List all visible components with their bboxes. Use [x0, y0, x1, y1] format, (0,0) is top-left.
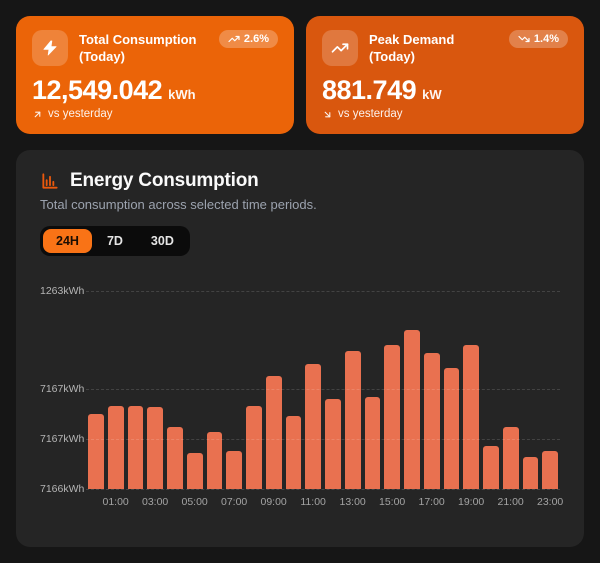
bar-22:00[interactable]	[522, 456, 539, 489]
bar-19:00[interactable]	[463, 345, 479, 489]
badge-value: 2.6%	[243, 33, 269, 45]
chart-header: Energy Consumption	[40, 170, 560, 192]
x-tick-label: 19:00	[457, 496, 485, 508]
card-header: Total Consumption (Today) 2.6%	[32, 30, 278, 66]
trend-badge: 1.4%	[508, 30, 568, 48]
arrow-up-right-icon	[34, 111, 41, 117]
bar-11:00[interactable]	[305, 364, 321, 489]
arrow-down-right-icon	[324, 111, 331, 117]
chart-column-icon	[42, 173, 58, 189]
y-axis-labels: 1263kWh 7167kWh 7167kWh 7166kWh	[40, 285, 86, 495]
bar-15:00[interactable]	[384, 345, 400, 489]
trend-badge: 2.6%	[218, 30, 278, 48]
bar-12:00[interactable]	[325, 398, 341, 489]
y-tick-label: 1263kWh	[40, 285, 85, 297]
y-tick-label: 7167kWh	[40, 432, 85, 445]
x-tick: 23:00	[536, 496, 564, 510]
x-tick-label: 09:00	[260, 496, 287, 508]
chart-subtitle: Total consumption across selected time p…	[40, 197, 317, 212]
bar-21:00[interactable]	[502, 427, 519, 489]
bar-23:00[interactable]	[542, 450, 558, 489]
x-tick: 13:00	[339, 496, 365, 510]
bar-18:00[interactable]	[443, 368, 460, 489]
bar-chart-plot	[86, 291, 560, 490]
value-row: 881.749 kW	[322, 75, 568, 106]
stat-unit: kWh	[168, 87, 196, 102]
x-tick-label: 11:00	[300, 496, 326, 508]
bar-05:00[interactable]	[186, 452, 203, 489]
stat-value: 881.749	[322, 75, 417, 105]
trending-down-icon	[518, 35, 530, 43]
trending-up-icon	[322, 30, 358, 66]
x-tick-label: 13:00	[339, 496, 366, 508]
card-footer: vs yesterday	[32, 108, 278, 120]
tab-7d[interactable]: 7D	[94, 229, 136, 253]
x-tick: 15:00	[378, 496, 406, 510]
bar-08:00[interactable]	[246, 406, 262, 489]
tab-30d[interactable]: 30D	[138, 229, 187, 253]
bar-03:00[interactable]	[147, 407, 163, 489]
x-tick-label: 03:00	[141, 496, 169, 508]
x-tick: 03:00	[141, 496, 169, 510]
x-tick-label: 21:00	[497, 496, 524, 508]
bar-17:00[interactable]	[423, 352, 440, 489]
bar-20:00[interactable]	[483, 446, 499, 489]
bar-04:00[interactable]	[167, 427, 183, 489]
bar-13:00[interactable]	[344, 351, 361, 489]
bar-01:00[interactable]	[107, 406, 124, 489]
y-tick-label: 7167kWh	[40, 383, 85, 395]
card-footer: vs yesterday	[322, 108, 568, 120]
bar-09:00[interactable]	[265, 375, 282, 489]
bar-series	[86, 291, 560, 489]
energy-consumption-card: Energy Consumption Total consumption acr…	[16, 150, 584, 547]
x-tick-label: 17:00	[418, 496, 445, 508]
gridline	[86, 389, 560, 390]
footer-label: vs yesterday	[338, 108, 403, 120]
x-tick-label: 05:00	[181, 496, 208, 508]
stat-cards-row: Total Consumption (Today) 2.6% 12,549.04…	[16, 16, 584, 134]
trending-up-icon	[228, 35, 240, 43]
x-tick: 21:00	[497, 496, 523, 510]
tab-24h[interactable]: 24H	[43, 229, 92, 253]
x-tick: 07:00	[220, 496, 248, 510]
x-tick: 11:00	[300, 496, 326, 510]
x-tick-label: 23:00	[536, 496, 564, 508]
chart-title: Energy Consumption	[70, 170, 259, 191]
card-header: Peak Demand (Today) 1.4%	[322, 30, 568, 66]
badge-value: 1.4%	[533, 33, 559, 45]
x-tick: 05:00	[181, 496, 207, 510]
bar-02:00[interactable]	[127, 406, 144, 489]
time-range-tabs: 24H 7D 30D	[40, 226, 190, 256]
x-tick: 17:00	[418, 496, 444, 510]
stat-value: 12,549.042	[32, 75, 163, 105]
chart-plot-row: 1263kWh 7167kWh 7167kWh 7166kWh	[40, 285, 560, 495]
bar-06:00[interactable]	[206, 431, 223, 489]
gridline	[86, 291, 560, 292]
peak-demand-card: Peak Demand (Today) 1.4% 881.749 kW vs y…	[306, 16, 584, 134]
zap-icon	[32, 30, 68, 66]
bar-07:00[interactable]	[226, 450, 242, 489]
x-tick-label: 07:00	[220, 496, 248, 508]
footer-label: vs yesterday	[48, 108, 113, 120]
bar-10:00[interactable]	[285, 415, 302, 489]
gridline	[86, 489, 560, 490]
value-row: 12,549.042 kWh	[32, 75, 278, 106]
y-tick-label: 7166kWh	[40, 483, 85, 495]
card-title: Peak Demand (Today)	[369, 32, 455, 64]
x-tick-label: 01:00	[102, 496, 129, 508]
bar-16:00[interactable]	[404, 330, 420, 489]
stat-unit: kW	[422, 87, 442, 102]
card-title: Total Consumption (Today)	[79, 32, 197, 64]
gridline	[86, 438, 560, 440]
total-consumption-card: Total Consumption (Today) 2.6% 12,549.04…	[16, 16, 294, 134]
x-axis-labels: 01:00 03:00 05:00 07:00 09:00 11:00 13:00 15:00…	[86, 496, 564, 510]
bar-14:00[interactable]	[364, 396, 381, 489]
x-tick: 01:00	[102, 496, 128, 510]
x-tick: 09:00	[260, 496, 286, 510]
x-tick-label: 15:00	[378, 496, 406, 508]
x-tick: 19:00	[457, 496, 485, 510]
bar-00:00[interactable]	[88, 413, 104, 489]
